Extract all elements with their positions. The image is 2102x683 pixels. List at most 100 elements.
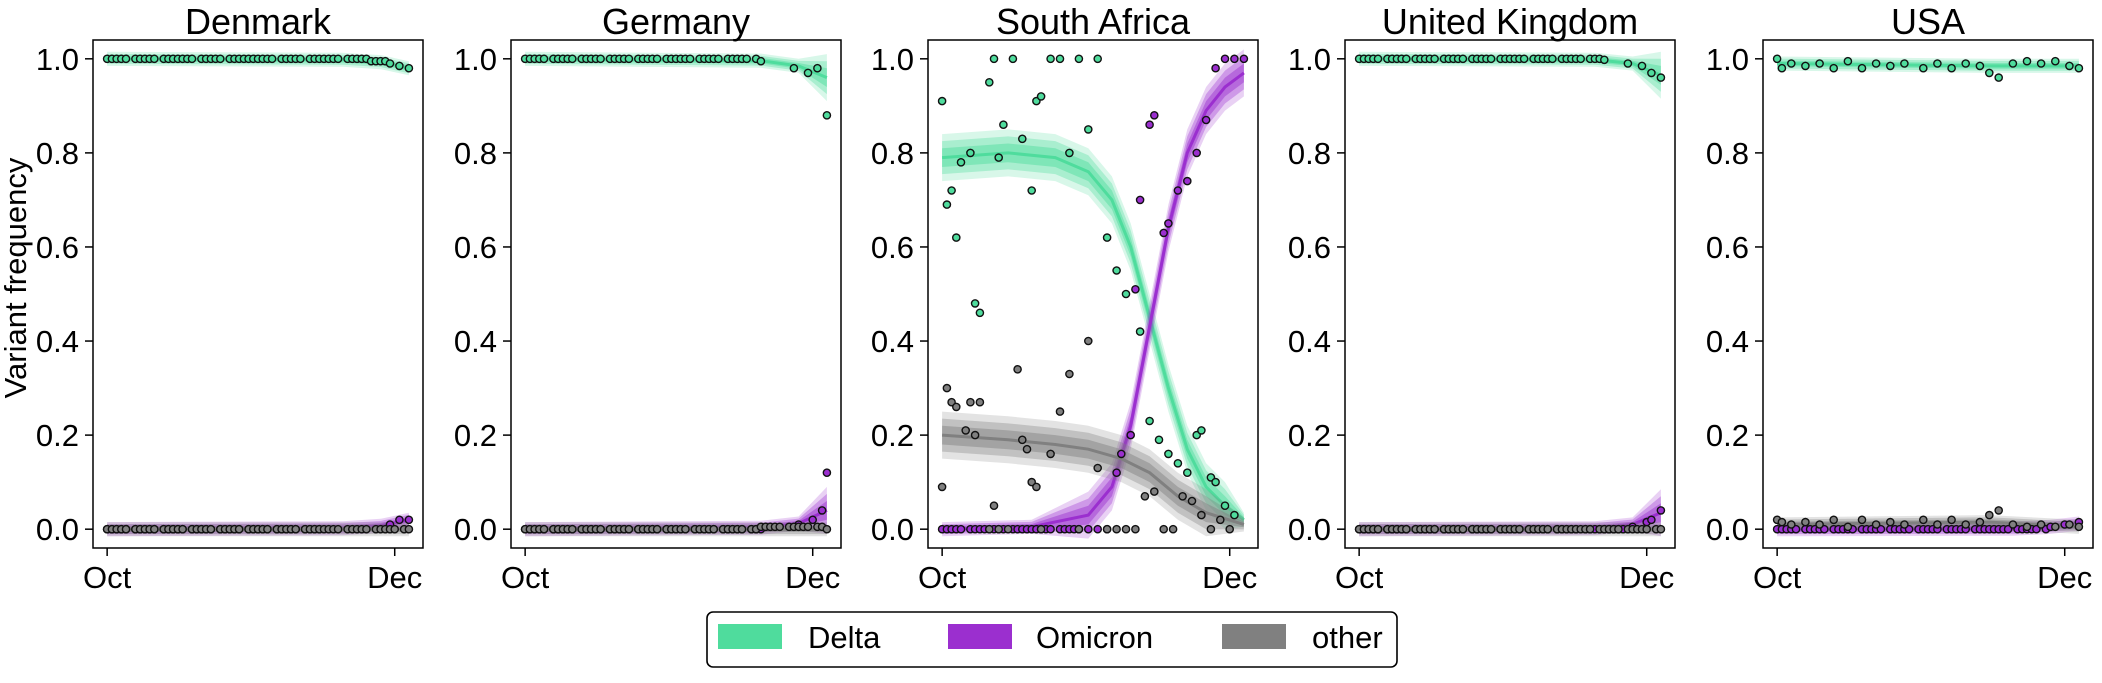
other-data-point <box>624 524 634 534</box>
other-data-point <box>989 501 999 511</box>
other-data-point <box>2036 520 2046 529</box>
delta-data-point <box>1220 501 1230 511</box>
other-data-point <box>234 524 244 534</box>
delta-data-point <box>822 111 832 120</box>
other-data-point <box>1961 520 1970 529</box>
delta-data-point <box>985 78 994 87</box>
legend-swatch-other <box>1222 624 1286 649</box>
other-data-point <box>1985 510 1994 520</box>
legend-swatch-delta <box>718 624 782 649</box>
delta-data-point <box>1777 63 1787 73</box>
delta-data-point <box>296 54 305 64</box>
panel-title: Germany <box>602 1 750 42</box>
other-data-point <box>1187 496 1197 506</box>
omicron-credible-band <box>1359 489 1661 537</box>
other-data-point <box>333 524 343 534</box>
delta-data-point <box>1857 63 1867 73</box>
delta-data-point <box>267 54 277 64</box>
other-data-point <box>1486 524 1496 534</box>
delta-data-point <box>121 54 131 64</box>
delta-data-point <box>1458 54 1468 64</box>
delta-data-point <box>1093 54 1102 64</box>
delta-data-point <box>937 96 947 106</box>
delta-data-point <box>1975 61 1985 71</box>
delta-data-point <box>1102 233 1112 242</box>
other-data-point <box>596 524 605 534</box>
delta-data-point <box>756 56 766 66</box>
delta-data-point <box>714 54 723 64</box>
omicron-data-point <box>1230 54 1239 64</box>
delta-data-point <box>1519 54 1529 64</box>
other-data-point <box>263 524 272 534</box>
delta-data-point <box>1036 92 1046 101</box>
panel-usa: USA 0.0 0.2 0.4 0.6 0.8 1.0 Oct Dec <box>1706 1 2094 595</box>
other-credible-band <box>942 411 1244 537</box>
omicron-data-point <box>1135 195 1145 205</box>
delta-data-point <box>1173 458 1183 468</box>
delta-data-point <box>975 308 985 318</box>
delta-data-point <box>1074 54 1084 64</box>
other-data-point <box>1013 364 1022 374</box>
panel-title: United Kingdom <box>1382 1 1638 42</box>
delta-data-point <box>1886 61 1895 71</box>
other-data-point <box>1197 510 1206 520</box>
legend-label-omicron: Omicron <box>1036 620 1153 655</box>
delta-data-point <box>999 120 1008 129</box>
delta-data-point <box>1600 55 1609 65</box>
other-data-point <box>1886 517 1895 527</box>
x-tick-label: Oct <box>1753 560 1802 595</box>
other-data-point <box>961 426 971 435</box>
delta-data-point <box>966 148 975 158</box>
other-data-point <box>1131 524 1140 534</box>
other-data-point <box>1178 491 1187 501</box>
x-tick-label: Dec <box>1619 560 1674 595</box>
other-data-point <box>2022 522 2032 532</box>
other-data-point <box>1055 407 1065 416</box>
x-tick-label: Oct <box>501 560 550 595</box>
other-data-point <box>1065 369 1074 379</box>
y-tick-label: 0.4 <box>1288 324 1331 359</box>
y-tick-label: 0.6 <box>454 230 497 265</box>
y-tick-label: 1.0 <box>1288 42 1331 77</box>
other-data-point <box>1543 524 1552 534</box>
other-data-point <box>291 524 301 534</box>
delta-data-point <box>1486 54 1496 64</box>
other-data-point <box>1614 524 1623 534</box>
x-tick-label: Dec <box>785 560 840 595</box>
other-data-point <box>1225 524 1234 534</box>
y-tick-label: 0.2 <box>36 418 79 453</box>
other-data-point <box>149 524 159 534</box>
delta-data-point <box>1183 468 1192 478</box>
delta-data-point <box>789 63 799 73</box>
panel-south-africa: South Africa 0.0 0.2 0.4 0.6 0.8 1.0 Oct Dec <box>871 1 1259 595</box>
delta-data-point <box>1947 63 1956 73</box>
delta-data-point <box>1230 510 1239 520</box>
delta-data-point <box>1065 148 1074 158</box>
other-data-point <box>652 524 662 534</box>
other-data-point <box>1036 524 1046 534</box>
y-tick-label: 1.0 <box>871 42 914 77</box>
other-data-point <box>2008 520 2018 529</box>
delta-data-point <box>1084 125 1093 134</box>
x-tick-label: Dec <box>1202 560 1257 595</box>
other-data-point <box>1102 524 1112 534</box>
other-data-point <box>1801 517 1810 527</box>
omicron-data-point <box>1239 54 1249 64</box>
omicron-fit-line <box>942 71 1245 531</box>
other-data-point <box>1121 524 1131 534</box>
delta-data-point <box>1046 54 1055 64</box>
delta-data-point <box>215 54 225 64</box>
delta-data-point <box>385 59 395 68</box>
legend-label-other: other <box>1312 620 1383 655</box>
omicron-credible-band <box>525 486 827 537</box>
y-tick-label: 0.8 <box>36 136 79 171</box>
other-data-point <box>985 524 994 534</box>
other-data-point <box>1815 520 1824 529</box>
legend: Delta Omicron other <box>706 611 1398 668</box>
delta-data-point <box>1164 449 1173 459</box>
other-data-point <box>1933 520 1942 529</box>
delta-data-point <box>1135 327 1145 336</box>
delta-credible-band <box>942 129 1244 530</box>
y-tick-label: 0.6 <box>36 230 79 265</box>
delta-data-point <box>2074 63 2084 73</box>
